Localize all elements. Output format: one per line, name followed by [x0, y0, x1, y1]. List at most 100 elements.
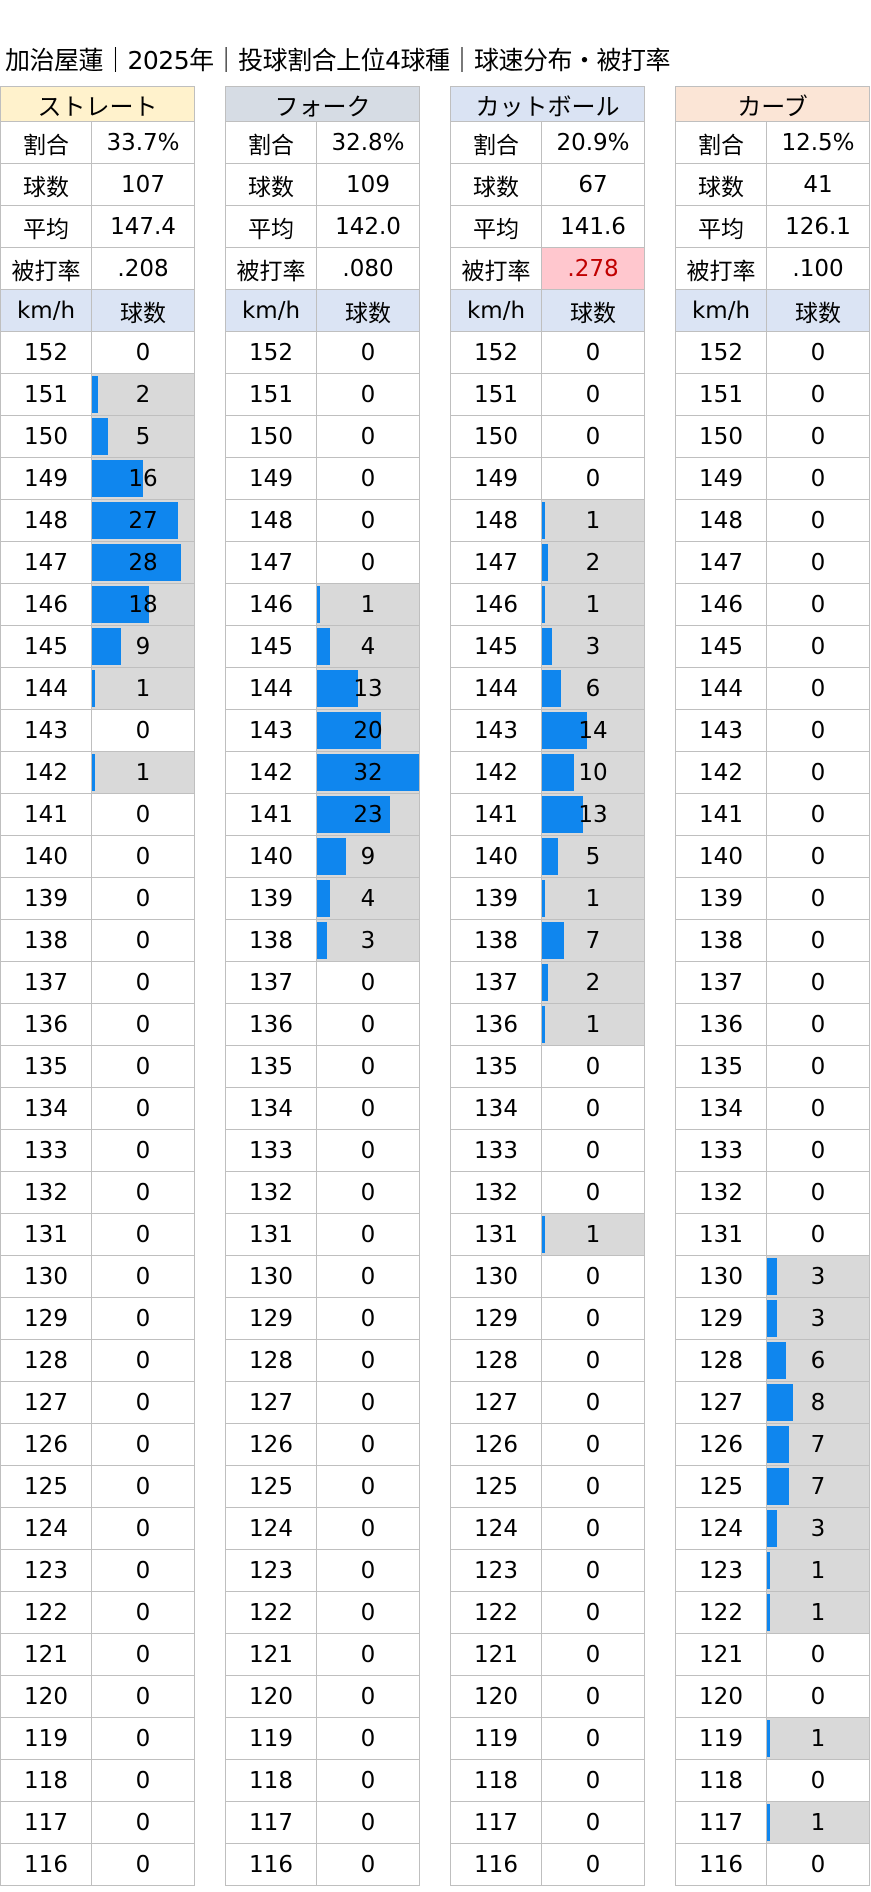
- count-value: 0: [360, 1767, 376, 1794]
- count-cell: 0: [92, 710, 195, 752]
- count-cell: 0: [317, 1634, 420, 1676]
- count-value: 0: [810, 969, 826, 996]
- count-cell: 0: [317, 1088, 420, 1130]
- count-value: 0: [810, 549, 826, 576]
- count-bar: [767, 1510, 777, 1547]
- count-cell: 0: [92, 1802, 195, 1844]
- speed-cell: 147: [675, 542, 767, 584]
- count-bar: [317, 922, 327, 959]
- speed-cell: 144: [0, 668, 92, 710]
- speed-cell: 132: [675, 1172, 767, 1214]
- stat-value: .278: [542, 248, 645, 290]
- count-cell: 1: [767, 1802, 870, 1844]
- speed-cell: 146: [450, 584, 542, 626]
- speed-cell: 130: [0, 1256, 92, 1298]
- speed-column-header: km/h: [450, 290, 542, 332]
- count-value: 0: [585, 1053, 601, 1080]
- count-cell: 0: [317, 1214, 420, 1256]
- count-cell: 0: [92, 1046, 195, 1088]
- count-value: 1: [810, 1725, 826, 1752]
- count-cell: 0: [317, 1718, 420, 1760]
- speed-cell: 136: [0, 1004, 92, 1046]
- count-value: 5: [135, 423, 151, 450]
- speed-cell: 141: [450, 794, 542, 836]
- speed-cell: 116: [0, 1844, 92, 1886]
- speed-cell: 119: [225, 1718, 317, 1760]
- count-value: 0: [135, 1515, 151, 1542]
- count-cell: 5: [92, 416, 195, 458]
- count-value: 1: [585, 885, 601, 912]
- count-cell: 0: [767, 626, 870, 668]
- pitch-name-header: カットボール: [450, 86, 645, 122]
- count-bar: [542, 964, 549, 1001]
- count-cell: 0: [767, 584, 870, 626]
- speed-cell: 127: [675, 1382, 767, 1424]
- stat-label: 割合: [675, 122, 767, 164]
- count-cell: 18: [92, 584, 195, 626]
- count-cell: 0: [767, 878, 870, 920]
- count-value: 1: [135, 675, 151, 702]
- count-value: 2: [585, 549, 601, 576]
- stat-value: 147.4: [92, 206, 195, 248]
- count-value: 10: [578, 759, 608, 786]
- count-value: 0: [135, 1305, 151, 1332]
- stat-value: 67: [542, 164, 645, 206]
- speed-cell: 133: [0, 1130, 92, 1172]
- count-value: 0: [360, 1557, 376, 1584]
- speed-cell: 144: [450, 668, 542, 710]
- count-value: 0: [360, 1851, 376, 1878]
- speed-cell: 123: [675, 1550, 767, 1592]
- count-bar: [92, 418, 108, 455]
- count-cell: 0: [542, 1130, 645, 1172]
- speed-cell: 136: [675, 1004, 767, 1046]
- stat-label: 被打率: [225, 248, 317, 290]
- speed-cell: 117: [450, 1802, 542, 1844]
- count-value: 0: [585, 1263, 601, 1290]
- count-value: 0: [135, 843, 151, 870]
- speed-cell: 119: [675, 1718, 767, 1760]
- count-value: 0: [810, 843, 826, 870]
- count-value: 0: [135, 1179, 151, 1206]
- count-cell: 0: [542, 1424, 645, 1466]
- count-value: 1: [585, 1011, 601, 1038]
- count-value: 0: [810, 465, 826, 492]
- stat-value: .100: [767, 248, 870, 290]
- count-bar: [542, 628, 552, 665]
- count-value: 3: [810, 1515, 826, 1542]
- speed-cell: 152: [0, 332, 92, 374]
- speed-cell: 146: [675, 584, 767, 626]
- speed-cell: 130: [225, 1256, 317, 1298]
- count-value: 0: [135, 339, 151, 366]
- count-cell: 0: [317, 1550, 420, 1592]
- count-value: 0: [135, 1221, 151, 1248]
- speed-cell: 149: [0, 458, 92, 500]
- pitch-column: フォーク 割合 32.8% 球数 109 平均 142.0 被打率 .080 km/h 球数 152 0…: [225, 86, 420, 1886]
- speed-cell: 133: [225, 1130, 317, 1172]
- count-value: 0: [135, 1431, 151, 1458]
- count-value: 0: [810, 801, 826, 828]
- count-cell: 0: [767, 1214, 870, 1256]
- speed-cell: 147: [225, 542, 317, 584]
- stat-value: 32.8%: [317, 122, 420, 164]
- count-value: 0: [360, 1263, 376, 1290]
- count-bar: [542, 586, 546, 623]
- speed-cell: 127: [0, 1382, 92, 1424]
- count-cell: 0: [92, 1634, 195, 1676]
- speed-cell: 124: [0, 1508, 92, 1550]
- stat-label: 割合: [450, 122, 542, 164]
- count-value: 0: [585, 423, 601, 450]
- count-value: 0: [810, 1767, 826, 1794]
- count-bar: [767, 1342, 787, 1379]
- count-cell: 1: [542, 878, 645, 920]
- speed-cell: 117: [225, 1802, 317, 1844]
- speed-cell: 151: [675, 374, 767, 416]
- count-column-header: 球数: [542, 290, 645, 332]
- count-cell: 28: [92, 542, 195, 584]
- speed-cell: 145: [450, 626, 542, 668]
- count-value: 0: [810, 1221, 826, 1248]
- count-bar: [92, 544, 182, 581]
- count-cell: 1: [767, 1550, 870, 1592]
- count-bar: [542, 754, 574, 791]
- count-value: 0: [135, 801, 151, 828]
- stat-value: 33.7%: [92, 122, 195, 164]
